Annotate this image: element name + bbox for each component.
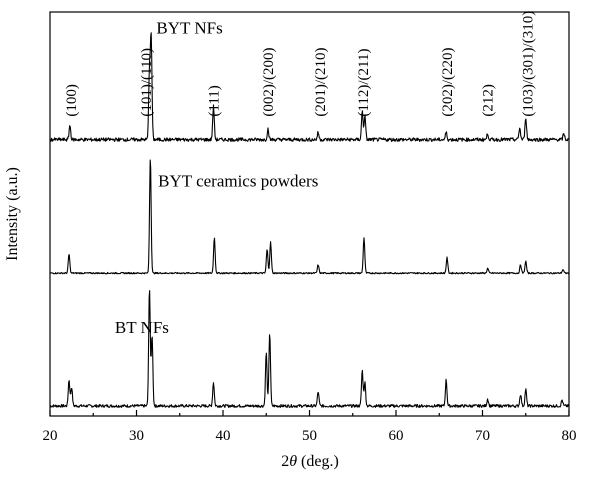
- x-tick-label: 60: [389, 428, 404, 444]
- x-tick-label: 80: [562, 428, 577, 444]
- x-tick-label: 20: [43, 428, 58, 444]
- x-axis-ticks: [49, 410, 570, 416]
- peak-label: (202)/(220): [440, 47, 456, 116]
- x-tick-label: 70: [475, 428, 490, 444]
- series-labels: BT NFs BYT ceramics powders BYT NFs: [115, 18, 318, 336]
- peak-label: (212): [481, 84, 497, 117]
- x-tick-label: 40: [216, 428, 231, 444]
- peak-label: (201)/(210): [313, 47, 329, 116]
- series-label: BYT ceramics powders: [158, 172, 318, 191]
- series-line-byt-ceramics-powders: [49, 159, 570, 275]
- y-axis-title: Intensity (a.u.): [4, 167, 21, 261]
- series-label: BYT NFs: [156, 18, 222, 37]
- series-line-bt-nfs: [49, 290, 570, 408]
- peak-label: (100): [64, 84, 80, 117]
- x-tick-label: 30: [129, 428, 144, 444]
- x-tick-label: 50: [302, 428, 317, 444]
- peak-label: (111): [207, 85, 223, 116]
- peak-label: (112)/(211): [356, 49, 372, 117]
- peak-label: (002)/(200): [261, 47, 277, 116]
- x-axis-tick-labels: 20 30 40 50 60 70 80: [43, 428, 577, 444]
- peak-label: (103)/(301)/(310): [521, 11, 537, 117]
- x-axis-title: 2θ (deg.): [281, 453, 339, 470]
- peak-label: (101)/(110): [139, 48, 155, 117]
- series-label: BT NFs: [115, 318, 169, 337]
- series-line-byt-nfs: [49, 32, 570, 142]
- series-traces: [49, 32, 570, 408]
- plot-frame: [49, 11, 570, 417]
- peak-labels: (100) (101)/(110) (111) (002)/(200) (201)/(2…: [64, 11, 537, 117]
